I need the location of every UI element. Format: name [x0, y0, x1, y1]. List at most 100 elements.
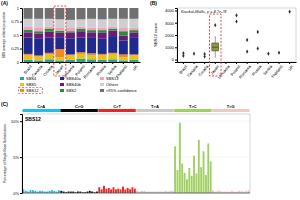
- group-header: [136, 109, 173, 112]
- group-header: [174, 109, 211, 112]
- point: [203, 54, 205, 58]
- bar-segment: [98, 8, 107, 19]
- bar-segment: [98, 54, 107, 56]
- tick: 3000: [165, 21, 177, 26]
- bar-segment: [119, 28, 128, 31]
- tick: 5%: [13, 155, 22, 160]
- annotation: Kruskal-Wallis, p = 4.7e-78: [181, 10, 227, 14]
- axis-line: [20, 115, 23, 194]
- y-axis-title: Percentage of Single Base Substitutions: [3, 124, 7, 183]
- bar-segment: [45, 8, 54, 19]
- tick-label: 5%: [13, 155, 19, 160]
- tick-label: 2000: [165, 33, 175, 38]
- point: [235, 13, 237, 17]
- bar-segment: [87, 27, 96, 30]
- tick: Croatia: [197, 62, 210, 77]
- tick-label: Thailand: [270, 64, 284, 79]
- tick: 0: [172, 57, 177, 62]
- legend-item: <95% confidence: [100, 88, 138, 93]
- bar-segment: [45, 29, 54, 32]
- legend-item: SBS40b: [60, 82, 81, 87]
- panel-label: (A): [1, 0, 8, 6]
- bar-segment: [55, 19, 64, 28]
- bar-segment: [108, 8, 117, 19]
- bar-segment: [34, 60, 43, 62]
- bar: [165, 191, 167, 193]
- bar: [248, 190, 250, 193]
- bar: [200, 167, 202, 193]
- tick-mark: [20, 49, 22, 50]
- bar-segment: [87, 53, 96, 55]
- tick: 0.25: [11, 46, 22, 51]
- y-axis: 0%5%10%: [11, 115, 23, 196]
- tick-mark: [20, 22, 22, 23]
- point: [246, 49, 248, 53]
- group-label: C>T: [113, 104, 121, 109]
- bar-segment: [129, 37, 138, 54]
- bar-segment: [55, 37, 64, 49]
- bar-segment: [119, 36, 128, 41]
- tick: Canada: [186, 62, 199, 78]
- tick: Russia: [95, 62, 107, 77]
- bar: [53, 191, 55, 193]
- y-axis: 01000200030004000: [165, 8, 177, 62]
- bar-segment: [108, 29, 117, 31]
- group-label: T>G: [227, 104, 235, 109]
- bar: [219, 191, 221, 193]
- tick-label: Lithuania: [216, 63, 231, 79]
- bar-segment: [66, 31, 75, 33]
- bar: [110, 189, 112, 193]
- bar-segment: [55, 33, 64, 37]
- bar-segment: [45, 32, 54, 38]
- bar-segment: [129, 60, 138, 62]
- tick-label: Russia: [251, 63, 263, 76]
- bar: [122, 187, 124, 193]
- bar-segment: [45, 59, 54, 62]
- bar-segment: [34, 38, 43, 55]
- highlight-box: [210, 14, 222, 76]
- bar-segment: [129, 19, 138, 28]
- bar-segment: [98, 19, 107, 27]
- point: [214, 23, 216, 27]
- legend-item: SBS12: [19, 88, 43, 94]
- bar-segment: [55, 8, 64, 19]
- bar: [186, 179, 188, 193]
- bar-segment: [108, 31, 117, 36]
- bar-segment: [24, 56, 33, 60]
- bar-segment: [87, 37, 96, 53]
- bar: [172, 191, 174, 193]
- bar: [143, 191, 145, 193]
- plot-frame: [22, 114, 250, 193]
- bar: [141, 191, 143, 193]
- bar-segment: [119, 19, 128, 28]
- bar: [58, 190, 60, 193]
- legend-label: Others: [106, 82, 118, 87]
- bar: [212, 190, 214, 193]
- legend-item: SBS2: [60, 88, 77, 93]
- tick-mark: [20, 8, 22, 9]
- tick-label: 0: [17, 60, 20, 65]
- tick: Thailand: [270, 62, 284, 79]
- tick-label: Canada: [186, 63, 199, 78]
- bar-segment: [98, 56, 107, 60]
- legend-swatch: [100, 89, 104, 92]
- point: [288, 10, 290, 14]
- bar: [188, 168, 190, 193]
- bar: [34, 191, 36, 193]
- bar-segment: [129, 27, 138, 30]
- tick-mark: [175, 47, 177, 48]
- legend-item: Others: [100, 82, 118, 87]
- tick-label: 1: [17, 6, 20, 11]
- bar: [177, 170, 179, 193]
- bar-segment: [108, 53, 117, 54]
- tick-label: 1000: [165, 45, 175, 50]
- chart-title: SBS12: [25, 116, 41, 122]
- bar-segment: [129, 56, 138, 60]
- tick-mark: [20, 62, 22, 63]
- bar-segment: [55, 28, 64, 31]
- bar-segment: [98, 33, 107, 39]
- group-label: C>A: [37, 104, 45, 109]
- grid-line: [22, 121, 250, 122]
- bar: [101, 189, 103, 193]
- tick-label: Romania: [238, 63, 253, 79]
